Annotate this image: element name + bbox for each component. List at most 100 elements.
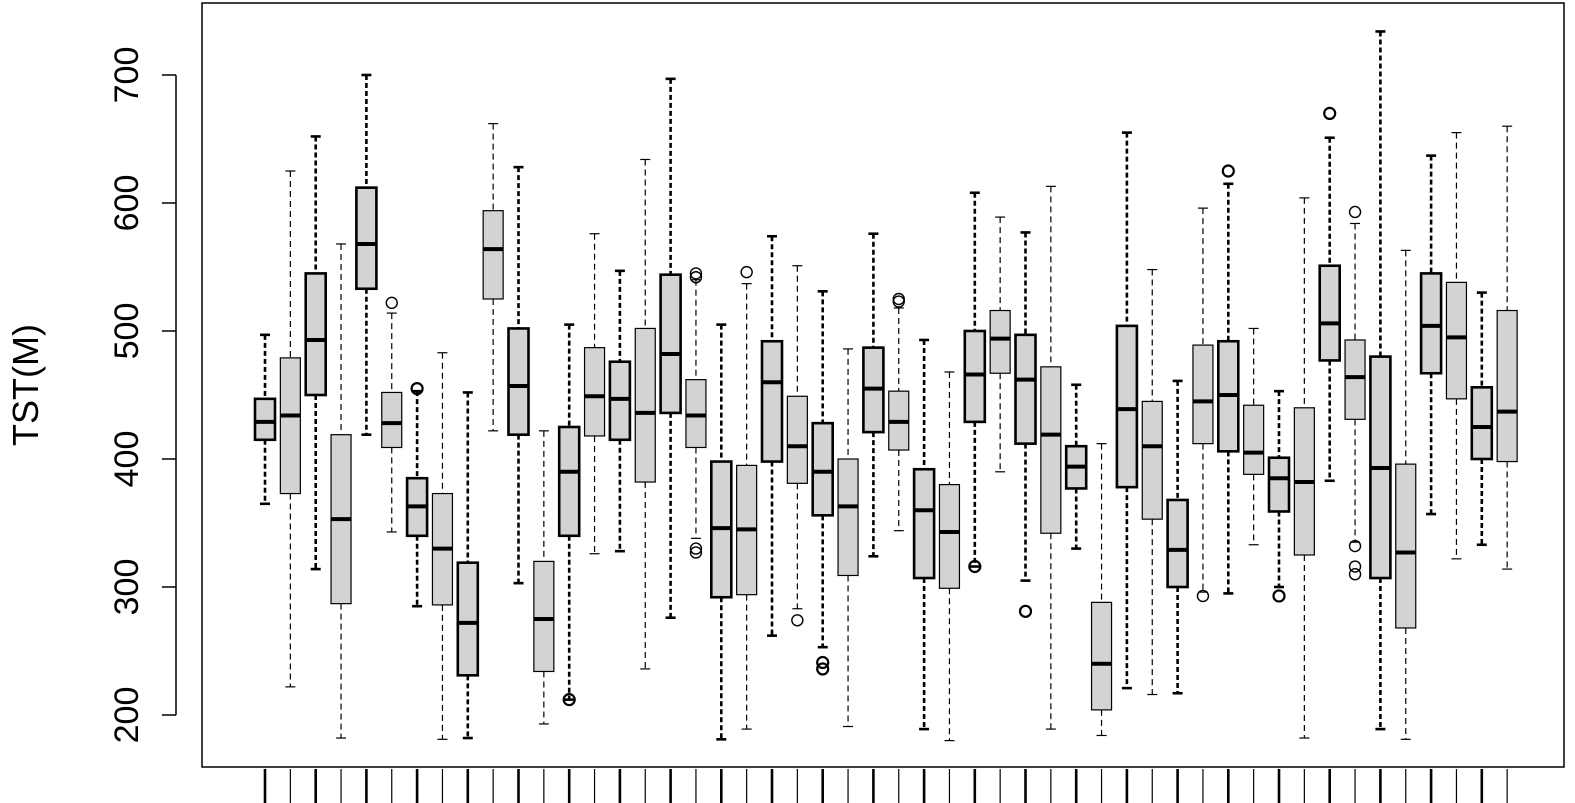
box-iqr [634, 327, 656, 483]
outlier-point [1272, 589, 1286, 603]
box-iqr [1419, 272, 1443, 375]
box-46 [1395, 249, 1417, 740]
outlier-point [1348, 560, 1362, 573]
box-iqr [304, 272, 328, 397]
outlier-point [562, 693, 576, 707]
box-24 [837, 348, 859, 728]
box-4 [330, 243, 352, 739]
y-axis-label: TST(M) [5, 324, 46, 446]
box-iqr [355, 186, 378, 291]
outlier-point [689, 542, 703, 555]
outlier-point [1323, 106, 1337, 121]
box-iqr [557, 425, 581, 538]
outlier-point [689, 546, 703, 559]
box-iqr [1243, 404, 1265, 475]
box-iqr [1344, 339, 1366, 420]
box-30 [989, 216, 1011, 473]
box-11 [507, 165, 530, 585]
box-43 [1318, 106, 1341, 483]
y-tick-label: 300 [108, 559, 146, 616]
outlier-point [1221, 164, 1235, 178]
box-20 [736, 265, 758, 730]
box-48 [1445, 132, 1468, 560]
box-44 [1344, 205, 1366, 581]
box-iqr [1040, 366, 1062, 534]
box-iqr [1141, 400, 1163, 520]
outlier-point [791, 614, 804, 627]
box-32 [1040, 185, 1062, 730]
box-iqr [482, 210, 504, 300]
box-49 [1470, 291, 1494, 547]
box-iqr [912, 467, 936, 580]
outlier-point [892, 295, 905, 308]
box-27 [912, 338, 936, 731]
box-50 [1496, 125, 1518, 570]
box-35 [1115, 131, 1139, 690]
box-15 [608, 269, 632, 553]
box-13 [557, 323, 581, 707]
box-22 [786, 265, 808, 627]
box-iqr [1166, 498, 1189, 589]
plot-frame [201, 2, 1565, 768]
box-14 [583, 233, 606, 555]
box-39 [1217, 164, 1240, 595]
outlier-point [1018, 604, 1033, 618]
box-iqr [1090, 601, 1113, 711]
box-iqr [1014, 333, 1037, 445]
box-iqr [279, 357, 301, 495]
outlier-point [816, 662, 830, 676]
box-5 [355, 73, 378, 436]
box-iqr [1267, 456, 1291, 513]
outlier-point [689, 267, 703, 280]
box-19 [709, 323, 733, 741]
box-23 [811, 290, 835, 676]
y-axis-ticks: 200 300 400 500 600 700 [108, 47, 176, 743]
box-17 [659, 77, 682, 620]
box-25 [862, 232, 885, 558]
box-42 [1293, 197, 1315, 739]
box-33 [1064, 383, 1088, 550]
box-iqr [1395, 463, 1417, 629]
box-iqr [786, 395, 808, 484]
outlier-point [892, 292, 905, 306]
outlier-point [1348, 568, 1362, 581]
box-12 [533, 430, 555, 725]
box-iqr [811, 421, 835, 517]
boxes-layer [253, 30, 1518, 742]
y-tick-label: 400 [108, 431, 146, 488]
outlier-point [385, 296, 398, 310]
outlier-point [1348, 539, 1362, 553]
box-iqr [381, 391, 403, 449]
box-iqr [1192, 344, 1214, 445]
box-iqr [1115, 324, 1139, 489]
box-26 [888, 292, 910, 532]
box-45 [1369, 30, 1392, 731]
box-iqr [253, 397, 277, 442]
box-2 [279, 170, 301, 688]
outlier-point [816, 655, 830, 670]
box-iqr [1496, 309, 1518, 463]
box-iqr [760, 339, 784, 463]
box-iqr [1318, 264, 1341, 362]
y-tick-label: 700 [108, 47, 146, 104]
box-iqr [533, 560, 555, 673]
box-iqr [1445, 281, 1468, 400]
box-31 [1014, 231, 1037, 618]
box-10 [482, 123, 504, 432]
box-iqr [659, 273, 682, 415]
box-38 [1192, 207, 1214, 603]
box-36 [1141, 268, 1163, 696]
outlier-point [1196, 589, 1210, 603]
box-18 [685, 267, 707, 559]
outlier-point [740, 265, 753, 279]
box-29 [963, 191, 987, 574]
outlier-point [968, 559, 982, 574]
box-iqr [837, 458, 859, 577]
box-40 [1243, 327, 1265, 546]
box-iqr [1470, 386, 1494, 461]
box-9 [456, 391, 480, 740]
box-41 [1267, 389, 1291, 603]
box-28 [938, 371, 961, 742]
box-iqr [583, 347, 606, 437]
